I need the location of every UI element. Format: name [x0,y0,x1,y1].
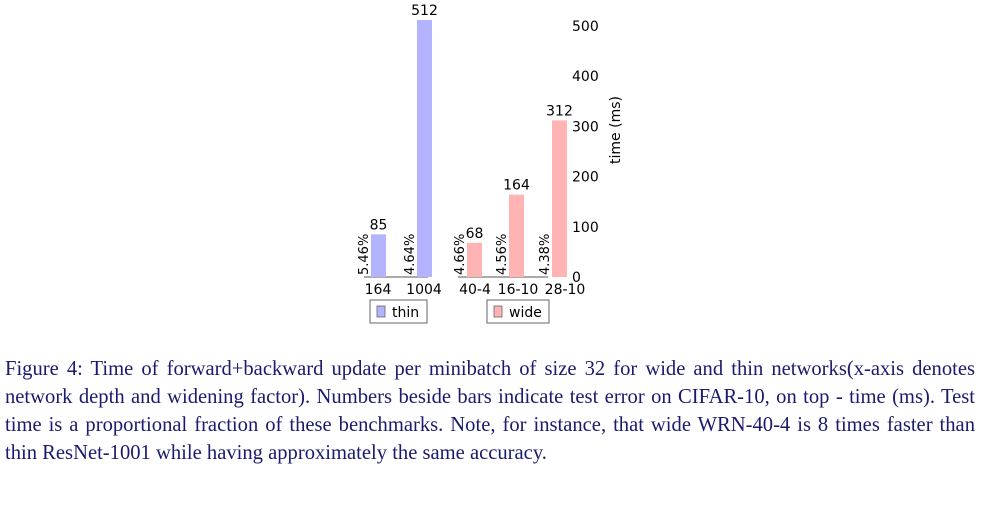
y-tick-label: 0 [572,270,581,286]
bar-wide-16-10 [509,194,524,277]
value-label: 512 [411,3,438,19]
bar-thin-1004 [417,20,432,277]
y-axis: 0 100 200 300 400 500 time (ms) [572,19,624,286]
value-label: 68 [466,226,484,242]
legend-box [486,299,550,324]
y-tick-label: 300 [572,119,599,135]
x-tick-label: 1004 [406,282,442,298]
error-label: 4.64% [403,234,418,275]
legends: thin wide [369,299,550,324]
y-tick-label: 500 [572,19,599,35]
error-label: 4.38% [538,234,553,275]
legend-swatch [376,305,386,318]
bar-chart: 0 100 200 300 400 500 time (ms) 855.46% 164 512 4… [357,3,624,324]
bars [364,20,567,278]
x-tick-label: 16-10 [498,282,539,298]
x-tick-label: 28-10 [545,282,586,298]
value-label: 164 [503,178,530,194]
bar-thin-164 [371,234,386,277]
value-label: 85 [370,217,388,233]
bar-wide-40-4 [467,242,482,277]
value-label: 312 [546,103,573,119]
y-axis-label: time (ms) [608,96,624,164]
legend-swatch [493,305,503,318]
x-tick-label: 40-4 [459,282,491,298]
x-tick-label: 164 [365,282,392,298]
y-tick-label: 200 [572,170,599,186]
error-label: 4.66% [453,234,468,275]
y-tick-label: 100 [572,220,599,236]
figure-caption: Figure 4: Time of forward+backward updat… [5,358,975,464]
error-label: 4.56% [495,234,510,275]
bar-wide-28-10 [552,120,567,277]
labels: 855.46% 164 512 4.64% 1004 684.66% 40-4 164 4.56… [357,3,585,298]
error-label: 5.46% [357,234,372,275]
legend-label: wide [509,305,542,321]
legend-label: thin [392,305,419,321]
y-tick-label: 400 [572,69,599,85]
